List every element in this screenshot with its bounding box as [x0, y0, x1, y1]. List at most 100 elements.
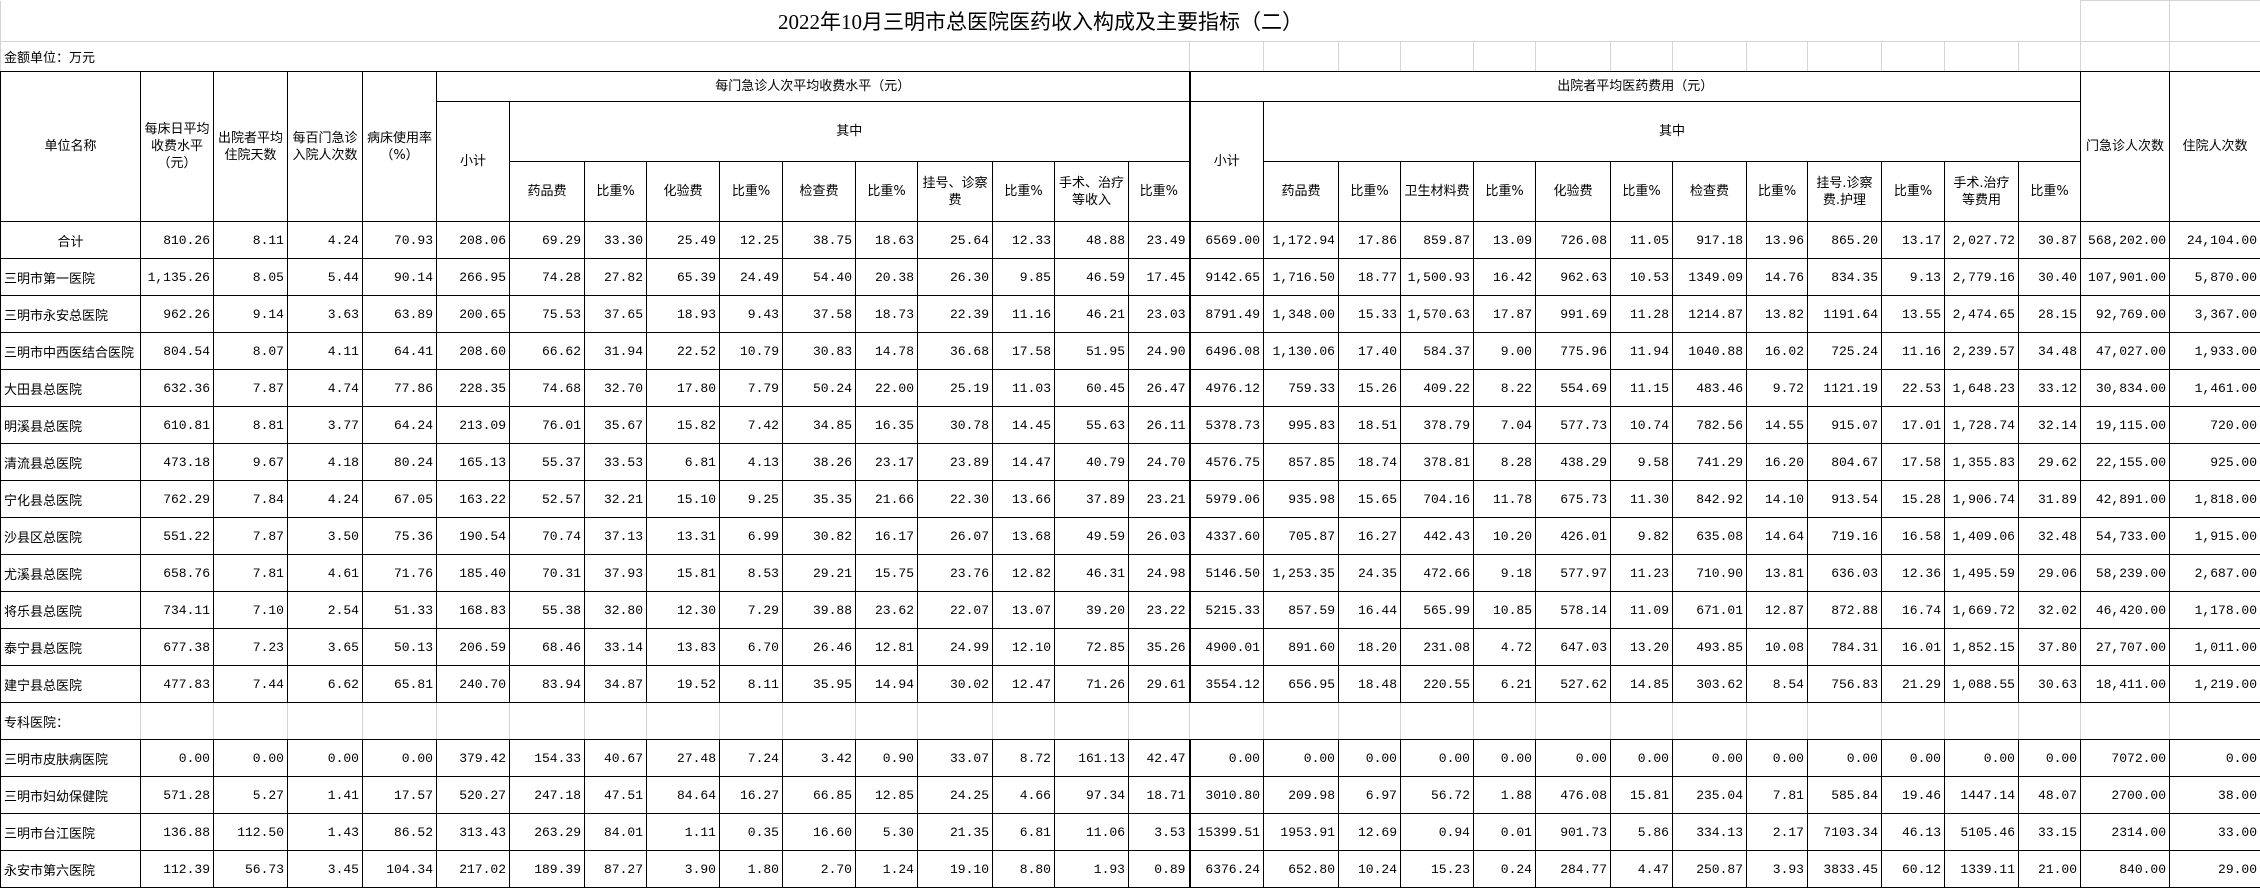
value-cell[interactable]: 0.00 [287, 739, 363, 777]
value-cell[interactable]: 19,115.00 [2080, 406, 2171, 444]
value-cell[interactable]: 80.24 [362, 443, 437, 481]
value-cell[interactable]: 77.86 [362, 369, 437, 407]
empty-cell[interactable] [2080, 702, 2171, 740]
value-cell[interactable]: 1,570.63 [1400, 295, 1474, 333]
value-cell[interactable]: 1,933.00 [2169, 332, 2260, 370]
empty-cell[interactable] [2169, 0, 2260, 42]
value-cell[interactable]: 112.39 [140, 850, 214, 888]
value-cell[interactable]: 29.21 [782, 554, 856, 592]
value-cell[interactable]: 22.07 [917, 591, 993, 629]
value-cell[interactable]: 16.58 [1881, 517, 1945, 555]
value-cell[interactable]: 23.22 [1128, 591, 1191, 629]
value-cell[interactable]: 0.00 [1944, 739, 2019, 777]
value-cell[interactable]: 26.03 [1128, 517, 1191, 555]
value-cell[interactable]: 13.96 [1746, 221, 1808, 259]
value-cell[interactable]: 18,411.00 [2080, 665, 2171, 703]
value-cell[interactable]: 64.41 [362, 332, 437, 370]
value-cell[interactable]: 22.53 [1881, 369, 1945, 407]
value-cell[interactable]: 9.67 [213, 443, 288, 481]
value-cell[interactable]: 25.49 [646, 221, 720, 259]
value-cell[interactable]: 55.63 [1054, 406, 1129, 444]
value-cell[interactable]: 200.65 [436, 295, 510, 333]
value-cell[interactable]: 1,906.74 [1944, 480, 2019, 518]
value-cell[interactable]: 4900.01 [1189, 628, 1264, 666]
value-cell[interactable]: 165.13 [436, 443, 510, 481]
value-cell[interactable]: 208.06 [436, 221, 510, 259]
value-cell[interactable]: 20.38 [855, 258, 918, 296]
empty-cell[interactable] [1944, 702, 2019, 740]
value-cell[interactable]: 29.06 [2017, 554, 2082, 592]
value-cell[interactable]: 804.54 [140, 332, 214, 370]
value-cell[interactable]: 8.11 [719, 665, 783, 703]
value-cell[interactable]: 1.41 [287, 776, 363, 814]
value-cell[interactable]: 26.11 [1128, 406, 1191, 444]
unit-name-cell[interactable]: 三明市中西医结合医院 [0, 332, 141, 370]
value-cell[interactable]: 63.89 [362, 295, 437, 333]
value-cell[interactable]: 69.29 [509, 221, 585, 259]
value-cell[interactable]: 250.87 [1672, 850, 1747, 888]
value-cell[interactable]: 840.00 [2080, 850, 2171, 888]
value-cell[interactable]: 726.08 [1535, 221, 1611, 259]
value-cell[interactable]: 10.53 [1610, 258, 1673, 296]
value-cell[interactable]: 8791.49 [1189, 295, 1264, 333]
value-cell[interactable]: 48.07 [2017, 776, 2082, 814]
value-cell[interactable]: 917.18 [1672, 221, 1747, 259]
unit-name-cell[interactable]: 三明市妇幼保健院 [0, 776, 141, 814]
value-cell[interactable]: 33.30 [584, 221, 647, 259]
value-cell[interactable]: 30.87 [2017, 221, 2082, 259]
value-cell[interactable]: 9.25 [719, 480, 783, 518]
value-cell[interactable]: 75.36 [362, 517, 437, 555]
value-cell[interactable]: 3.50 [287, 517, 363, 555]
value-cell[interactable]: 13.81 [1746, 554, 1808, 592]
value-cell[interactable]: 18.74 [1338, 443, 1401, 481]
value-cell[interactable]: 12.69 [1338, 813, 1401, 851]
value-cell[interactable]: 37.13 [584, 517, 647, 555]
value-cell[interactable]: 15.81 [646, 554, 720, 592]
value-cell[interactable]: 23.17 [855, 443, 918, 481]
value-cell[interactable]: 334.13 [1672, 813, 1747, 851]
value-cell[interactable]: 9.58 [1610, 443, 1673, 481]
value-cell[interactable]: 782.56 [1672, 406, 1747, 444]
value-cell[interactable]: 76.01 [509, 406, 585, 444]
value-cell[interactable]: 17.40 [1338, 332, 1401, 370]
value-cell[interactable]: 35.67 [584, 406, 647, 444]
value-cell[interactable]: 472.66 [1400, 554, 1474, 592]
value-cell[interactable]: 26.30 [917, 258, 993, 296]
value-cell[interactable]: 11.78 [1473, 480, 1536, 518]
value-cell[interactable]: 8.54 [1746, 665, 1808, 703]
value-cell[interactable]: 577.73 [1535, 406, 1611, 444]
value-cell[interactable]: 426.01 [1535, 517, 1611, 555]
value-cell[interactable]: 11.28 [1610, 295, 1673, 333]
value-cell[interactable]: 8.22 [1473, 369, 1536, 407]
value-cell[interactable]: 610.81 [140, 406, 214, 444]
value-cell[interactable]: 33.15 [2017, 813, 2082, 851]
empty-cell[interactable] [1400, 41, 1474, 72]
value-cell[interactable]: 0.35 [719, 813, 783, 851]
value-cell[interactable]: 1953.91 [1263, 813, 1339, 851]
value-cell[interactable]: 1.43 [287, 813, 363, 851]
value-cell[interactable]: 66.85 [782, 776, 856, 814]
value-cell[interactable]: 935.98 [1263, 480, 1339, 518]
empty-cell[interactable] [1807, 702, 1882, 740]
value-cell[interactable]: 17.86 [1338, 221, 1401, 259]
value-cell[interactable]: 7.29 [719, 591, 783, 629]
value-cell[interactable]: 65.81 [362, 665, 437, 703]
value-cell[interactable]: 0.00 [1338, 739, 1401, 777]
value-cell[interactable]: 209.98 [1263, 776, 1339, 814]
value-cell[interactable]: 584.37 [1400, 332, 1474, 370]
value-cell[interactable]: 30,834.00 [2080, 369, 2171, 407]
value-cell[interactable]: 4576.75 [1189, 443, 1264, 481]
value-cell[interactable]: 12.81 [855, 628, 918, 666]
value-cell[interactable]: 16.02 [1746, 332, 1808, 370]
unit-name-cell[interactable]: 合计 [0, 221, 141, 259]
unit-name-cell[interactable]: 建宁县总医院 [0, 665, 141, 703]
value-cell[interactable]: 15399.51 [1189, 813, 1264, 851]
empty-cell[interactable] [1473, 41, 1536, 72]
value-cell[interactable]: 13.82 [1746, 295, 1808, 333]
value-cell[interactable]: 206.59 [436, 628, 510, 666]
value-cell[interactable]: 31.89 [2017, 480, 2082, 518]
empty-cell[interactable] [2080, 0, 2171, 42]
value-cell[interactable]: 14.78 [855, 332, 918, 370]
value-cell[interactable]: 6.99 [719, 517, 783, 555]
value-cell[interactable]: 65.39 [646, 258, 720, 296]
